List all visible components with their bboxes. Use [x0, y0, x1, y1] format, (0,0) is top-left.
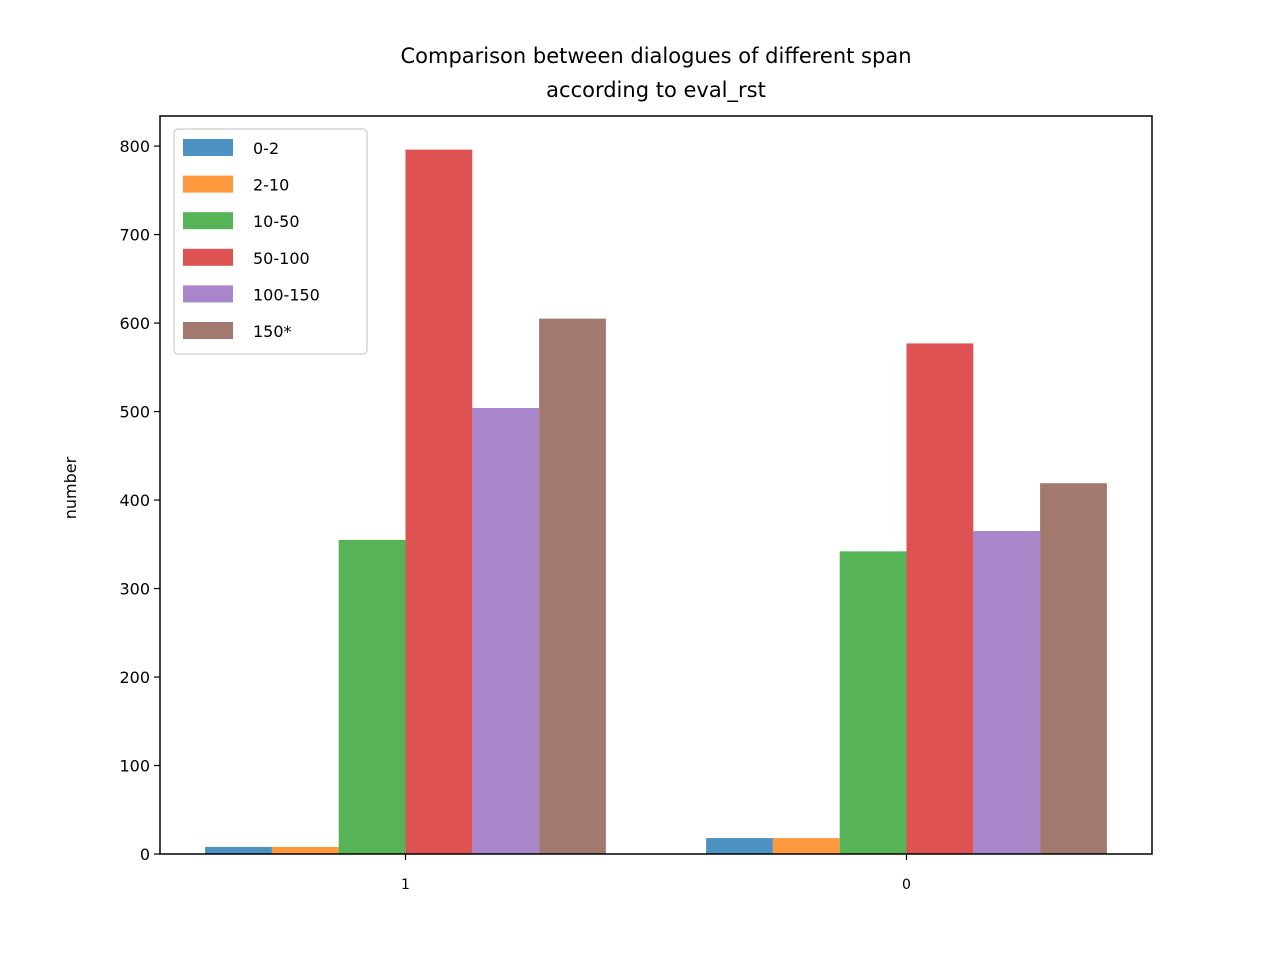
- bar-150*-cat-0: [1040, 483, 1107, 854]
- plot-frame: [159, 115, 1153, 855]
- legend-box: [173, 128, 368, 355]
- legend-label-150*: 150*: [253, 322, 292, 341]
- legend: 0-2 2-10 10-50 50-100 100-150 150*: [173, 128, 368, 355]
- legend-label-10-50: 10-50: [253, 212, 300, 231]
- legend-label-100-150: 100-150: [253, 285, 320, 304]
- y-tick-label: 500: [119, 403, 150, 422]
- legend-swatch-50-100: [183, 248, 233, 266]
- legend-swatch-150*: [183, 322, 233, 339]
- legend-swatch-100-150: [183, 285, 233, 303]
- y-tick-label: 400: [119, 491, 150, 510]
- y-tick-label: 600: [119, 314, 150, 333]
- y-tick-label: 200: [119, 668, 150, 687]
- bar-150*-cat-1: [539, 318, 606, 855]
- bar-50-100-cat-1: [405, 149, 473, 854]
- legend-swatch-10-50: [183, 212, 233, 230]
- y-tick-label: 800: [119, 137, 150, 156]
- y-axis-ticks: 0 100 200 300 400 500 600 700 800: [119, 137, 160, 864]
- bar-10-50-cat-0: [839, 551, 907, 854]
- x-tick-label: 1: [401, 877, 410, 893]
- chart-title: Comparison between dialogues of differen…: [400, 44, 911, 68]
- bar-0-2-cat-0: [706, 838, 773, 854]
- y-axis-label: number: [61, 456, 80, 519]
- bar-100-150-cat-0: [973, 531, 1041, 854]
- bars-group: [205, 149, 1107, 855]
- legend-swatch-2-10: [183, 175, 233, 193]
- x-tick-label: 0: [902, 877, 911, 893]
- bar-10-50-cat-1: [338, 539, 406, 854]
- legend-label-50-100: 50-100: [253, 249, 310, 268]
- bar-50-100-cat-0: [906, 343, 974, 854]
- y-tick-label: 700: [119, 226, 150, 245]
- y-tick-label: 100: [119, 757, 150, 776]
- bar-2-10-cat-0: [772, 838, 840, 854]
- legend-label-2-10: 2-10: [253, 176, 289, 195]
- bar-2-10-cat-1: [271, 846, 339, 854]
- y-tick-label: 300: [119, 580, 150, 599]
- legend-label-0-2: 0-2: [253, 139, 279, 158]
- chart-subtitle: according to eval_rst: [546, 78, 766, 103]
- bar-100-150-cat-1: [472, 408, 540, 854]
- legend-swatch-0-2: [183, 139, 233, 156]
- y-tick-label: 0: [140, 845, 150, 864]
- bar-0-2-cat-1: [205, 846, 272, 854]
